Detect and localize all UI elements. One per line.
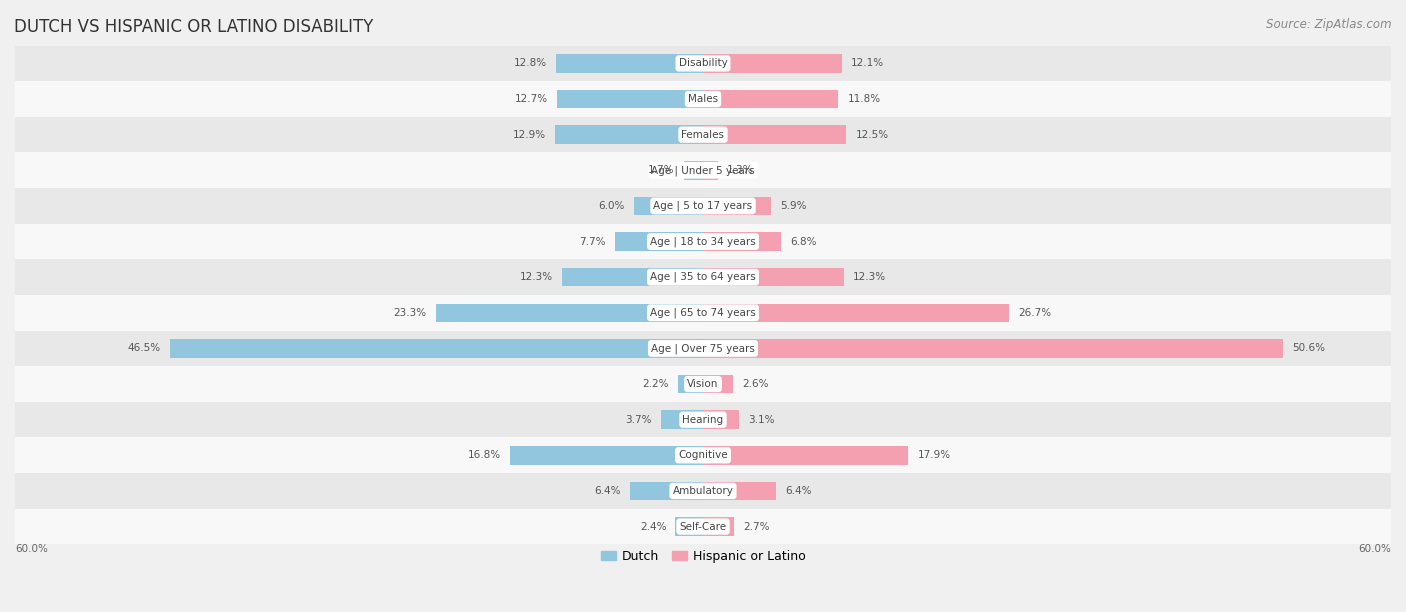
Text: 23.3%: 23.3% <box>394 308 426 318</box>
Text: Age | 5 to 17 years: Age | 5 to 17 years <box>654 201 752 211</box>
Text: Source: ZipAtlas.com: Source: ZipAtlas.com <box>1267 18 1392 31</box>
Text: 17.9%: 17.9% <box>918 450 950 460</box>
Bar <box>703 339 1284 357</box>
Bar <box>614 233 703 251</box>
Text: 2.7%: 2.7% <box>744 521 769 532</box>
Bar <box>703 517 734 536</box>
Text: 6.4%: 6.4% <box>593 486 620 496</box>
Text: 12.3%: 12.3% <box>520 272 553 282</box>
Text: 60.0%: 60.0% <box>15 545 48 554</box>
Bar <box>661 411 703 429</box>
Text: 6.4%: 6.4% <box>786 486 813 496</box>
Text: 2.6%: 2.6% <box>742 379 769 389</box>
Text: 50.6%: 50.6% <box>1292 343 1326 353</box>
Bar <box>703 54 842 73</box>
Bar <box>703 482 776 500</box>
Text: 1.7%: 1.7% <box>648 165 675 175</box>
Text: Cognitive: Cognitive <box>678 450 728 460</box>
Bar <box>630 482 703 500</box>
Bar <box>703 196 770 215</box>
Text: 1.3%: 1.3% <box>727 165 754 175</box>
Text: 6.0%: 6.0% <box>599 201 626 211</box>
Text: 11.8%: 11.8% <box>848 94 880 104</box>
Bar <box>15 117 1391 152</box>
Bar <box>703 375 733 394</box>
Text: 12.7%: 12.7% <box>515 94 548 104</box>
Bar <box>703 446 908 465</box>
Text: DUTCH VS HISPANIC OR LATINO DISABILITY: DUTCH VS HISPANIC OR LATINO DISABILITY <box>14 18 374 36</box>
Bar <box>703 411 738 429</box>
Text: Males: Males <box>688 94 718 104</box>
Bar <box>170 339 703 357</box>
Bar <box>675 517 703 536</box>
Bar <box>15 473 1391 509</box>
Bar <box>703 268 844 286</box>
Bar <box>678 375 703 394</box>
Text: 12.8%: 12.8% <box>515 58 547 69</box>
Text: Females: Females <box>682 130 724 140</box>
Bar <box>703 233 780 251</box>
Text: 46.5%: 46.5% <box>128 343 160 353</box>
Bar <box>703 161 718 179</box>
Bar <box>15 330 1391 366</box>
Bar <box>683 161 703 179</box>
Text: 12.5%: 12.5% <box>855 130 889 140</box>
Text: 12.3%: 12.3% <box>853 272 886 282</box>
Bar <box>15 295 1391 330</box>
Text: Age | 35 to 64 years: Age | 35 to 64 years <box>650 272 756 282</box>
Bar <box>557 54 703 73</box>
Text: Ambulatory: Ambulatory <box>672 486 734 496</box>
Bar <box>15 259 1391 295</box>
Text: Self-Care: Self-Care <box>679 521 727 532</box>
Bar <box>555 125 703 144</box>
Bar <box>15 46 1391 81</box>
Text: 2.2%: 2.2% <box>643 379 669 389</box>
Text: 2.4%: 2.4% <box>640 521 666 532</box>
Bar <box>436 304 703 322</box>
Text: Age | 65 to 74 years: Age | 65 to 74 years <box>650 308 756 318</box>
Text: Age | Under 5 years: Age | Under 5 years <box>651 165 755 176</box>
Text: 26.7%: 26.7% <box>1018 308 1052 318</box>
Text: 3.7%: 3.7% <box>624 415 651 425</box>
Legend: Dutch, Hispanic or Latino: Dutch, Hispanic or Latino <box>596 545 810 568</box>
Bar <box>15 366 1391 402</box>
Bar <box>15 152 1391 188</box>
Bar <box>557 90 703 108</box>
Text: 60.0%: 60.0% <box>1358 545 1391 554</box>
Text: Vision: Vision <box>688 379 718 389</box>
Bar <box>634 196 703 215</box>
Text: Age | Over 75 years: Age | Over 75 years <box>651 343 755 354</box>
Text: Disability: Disability <box>679 58 727 69</box>
Bar <box>703 304 1010 322</box>
Bar <box>703 125 846 144</box>
Text: 12.1%: 12.1% <box>851 58 884 69</box>
Text: 12.9%: 12.9% <box>513 130 546 140</box>
Text: 6.8%: 6.8% <box>790 237 817 247</box>
Text: Age | 18 to 34 years: Age | 18 to 34 years <box>650 236 756 247</box>
Bar <box>15 81 1391 117</box>
Bar <box>703 90 838 108</box>
Text: 16.8%: 16.8% <box>468 450 501 460</box>
Bar <box>15 509 1391 545</box>
Bar <box>510 446 703 465</box>
Bar <box>15 402 1391 438</box>
Bar <box>562 268 703 286</box>
Bar <box>15 224 1391 259</box>
Text: 7.7%: 7.7% <box>579 237 606 247</box>
Bar <box>15 188 1391 224</box>
Text: 5.9%: 5.9% <box>780 201 806 211</box>
Bar <box>15 438 1391 473</box>
Text: 3.1%: 3.1% <box>748 415 775 425</box>
Text: Hearing: Hearing <box>682 415 724 425</box>
